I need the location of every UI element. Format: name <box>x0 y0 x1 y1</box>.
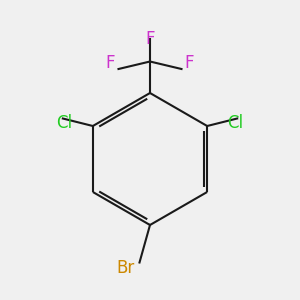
Text: Br: Br <box>116 259 134 277</box>
Text: Cl: Cl <box>227 114 244 132</box>
Text: F: F <box>145 30 155 48</box>
Text: F: F <box>185 54 194 72</box>
Text: F: F <box>106 54 115 72</box>
Text: Cl: Cl <box>56 114 73 132</box>
